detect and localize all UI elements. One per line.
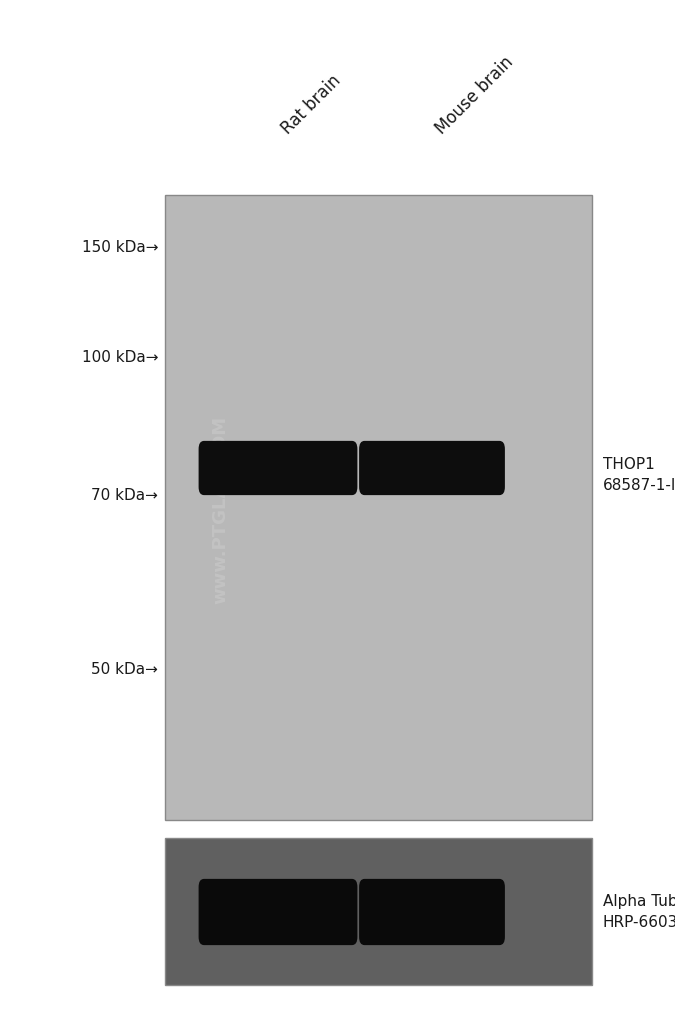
Bar — [165, 195, 592, 820]
Text: Mouse brain: Mouse brain — [432, 53, 517, 138]
FancyBboxPatch shape — [359, 441, 505, 495]
Bar — [165, 838, 592, 985]
FancyBboxPatch shape — [198, 441, 357, 495]
Text: Rat brain: Rat brain — [278, 72, 344, 138]
Text: 150 kDa→: 150 kDa→ — [82, 241, 158, 256]
Text: 50 kDa→: 50 kDa→ — [91, 663, 158, 677]
FancyBboxPatch shape — [359, 879, 505, 945]
FancyBboxPatch shape — [198, 879, 357, 945]
Text: Alpha Tubulin
HRP-66031: Alpha Tubulin HRP-66031 — [603, 894, 675, 930]
Text: 100 kDa→: 100 kDa→ — [82, 350, 158, 365]
Text: www.PTGLAB.COM: www.PTGLAB.COM — [211, 416, 229, 604]
Text: THOP1
68587-1-Ig: THOP1 68587-1-Ig — [603, 457, 675, 493]
Text: 70 kDa→: 70 kDa→ — [91, 487, 158, 502]
